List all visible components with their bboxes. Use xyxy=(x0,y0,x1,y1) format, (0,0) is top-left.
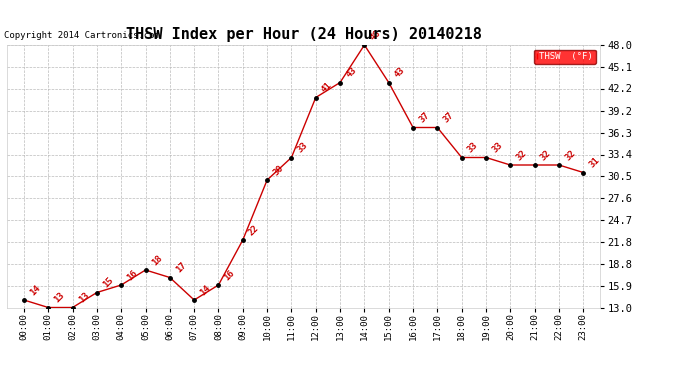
Text: 33: 33 xyxy=(466,141,480,155)
Text: 33: 33 xyxy=(490,141,504,155)
Text: 43: 43 xyxy=(393,66,407,80)
Text: Copyright 2014 Cartronics.com: Copyright 2014 Cartronics.com xyxy=(4,31,160,40)
Text: 16: 16 xyxy=(223,268,237,282)
Text: 22: 22 xyxy=(247,223,261,237)
Text: 13: 13 xyxy=(52,291,66,305)
Text: 17: 17 xyxy=(174,261,188,275)
Text: 13: 13 xyxy=(77,291,90,305)
Text: 32: 32 xyxy=(539,148,553,162)
Legend: THSW  (°F): THSW (°F) xyxy=(534,50,595,64)
Text: 30: 30 xyxy=(271,163,285,177)
Text: 32: 32 xyxy=(563,148,577,162)
Text: 16: 16 xyxy=(126,268,139,282)
Text: 33: 33 xyxy=(295,141,310,155)
Text: 37: 37 xyxy=(442,111,455,125)
Text: 14: 14 xyxy=(198,283,213,297)
Text: 15: 15 xyxy=(101,276,115,290)
Text: 32: 32 xyxy=(515,148,529,162)
Text: 48: 48 xyxy=(368,28,382,42)
Text: 41: 41 xyxy=(320,81,334,95)
Text: 43: 43 xyxy=(344,66,358,80)
Text: 37: 37 xyxy=(417,111,431,125)
Text: 14: 14 xyxy=(28,283,42,297)
Title: THSW Index per Hour (24 Hours) 20140218: THSW Index per Hour (24 Hours) 20140218 xyxy=(126,27,482,42)
Text: 31: 31 xyxy=(587,156,602,170)
Text: 18: 18 xyxy=(150,253,164,267)
